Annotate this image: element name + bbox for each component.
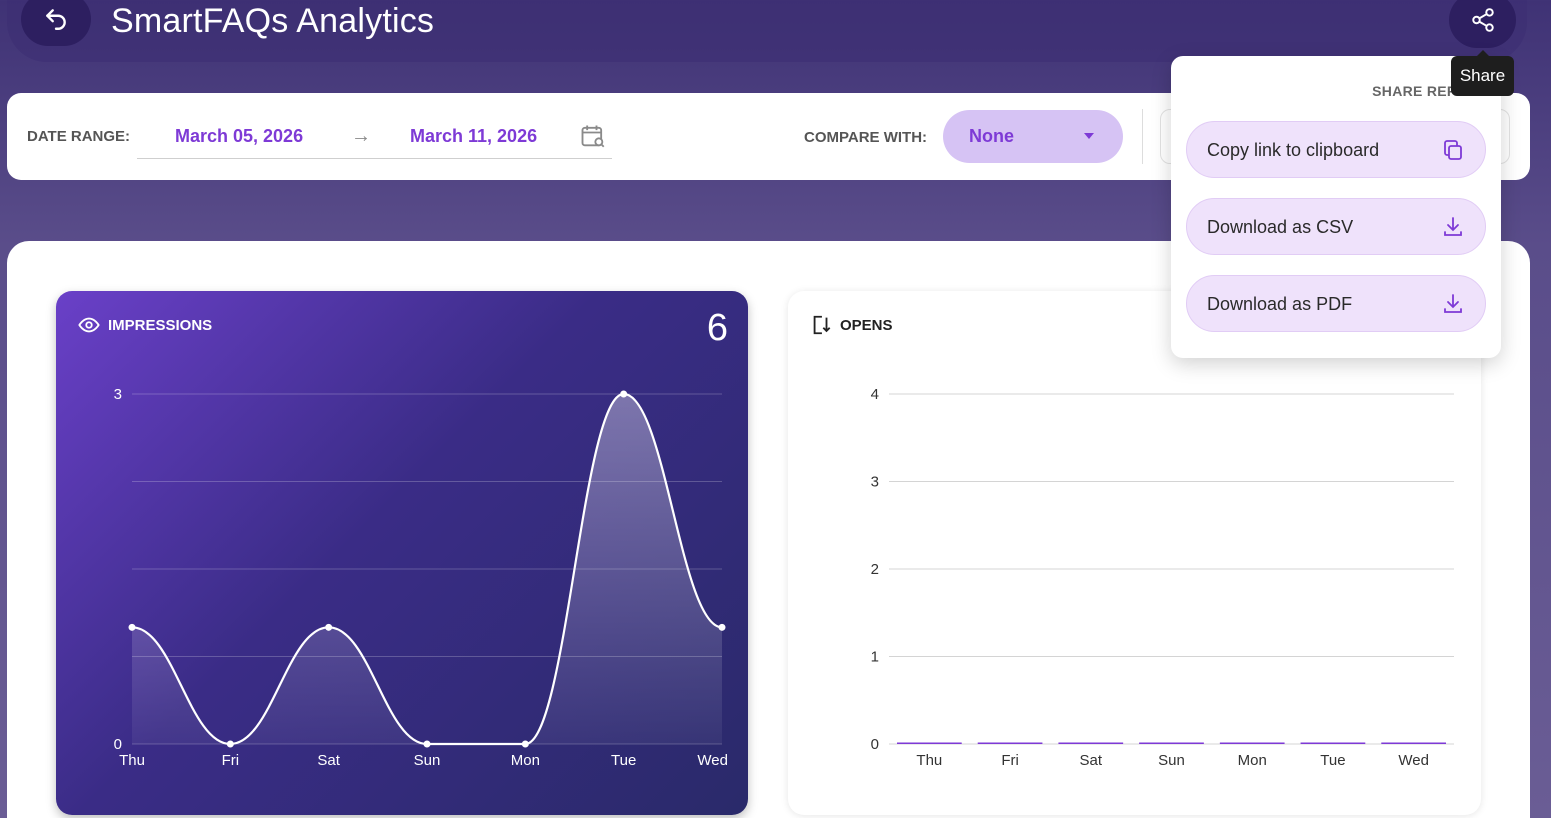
x-tick-label: Mon	[511, 752, 540, 769]
undo-arrow-icon	[46, 9, 66, 30]
download-pdf-label: Download as PDF	[1207, 294, 1353, 314]
compare-with-value: None	[969, 126, 1014, 146]
x-tick-label: Sun	[1158, 752, 1185, 769]
date-range-picker[interactable]: March 05, 2026 → March 11, 2026	[137, 115, 612, 159]
opens-title: OPENS	[840, 316, 893, 334]
data-point	[226, 740, 234, 748]
download-csv-label: Download as CSV	[1207, 217, 1354, 237]
bar	[977, 742, 1043, 744]
x-tick-label: Wed	[697, 752, 728, 769]
impressions-title: IMPRESSIONS	[108, 316, 213, 334]
x-tick-label: Thu	[916, 752, 942, 769]
date-range-label: DATE RANGE:	[27, 128, 131, 145]
compare-with-label: COMPARE WITH:	[804, 129, 928, 146]
start-date[interactable]: March 05, 2026	[175, 126, 304, 146]
download-icon	[1444, 294, 1462, 313]
bar	[1139, 742, 1204, 744]
copy-icon	[1444, 140, 1462, 160]
opens-icon	[813, 315, 831, 335]
bar	[1219, 742, 1285, 744]
y-tick-label: 1	[871, 649, 879, 666]
y-tick-label: 0	[114, 736, 122, 753]
x-tick-label: Tue	[1320, 752, 1345, 769]
download-csv-button[interactable]: Download as CSV	[1186, 198, 1486, 255]
data-point	[128, 623, 136, 631]
impressions-total: 6	[706, 307, 728, 349]
range-arrow-icon: →	[351, 125, 371, 147]
x-tick-label: Tue	[611, 752, 636, 769]
download-icon	[1444, 217, 1462, 236]
data-point	[423, 740, 431, 748]
x-tick-label: Sat	[1080, 752, 1103, 769]
x-tick-label: Sun	[414, 752, 441, 769]
x-tick-label: Thu	[119, 752, 145, 769]
y-tick-label: 2	[871, 561, 879, 578]
calendar-search-icon[interactable]	[579, 122, 607, 150]
x-tick-label: Mon	[1238, 752, 1267, 769]
eye-icon	[78, 317, 100, 333]
share-button[interactable]	[1449, 0, 1516, 48]
data-point	[325, 623, 333, 631]
share-menu: SHARE REPORT Copy link to clipboard Down…	[1171, 56, 1501, 358]
impressions-chart: 0 3 Thu Fri Sat Sun Mon Tue Wed	[114, 386, 728, 769]
data-point	[718, 623, 726, 631]
opens-chart: 0 1 2 3 4 Thu Fri Sat Sun Mon Tue Wed	[871, 386, 1454, 769]
impressions-card: IMPRESSIONS 6 0 3 Thu Fri Sat Sun Mon Tue Wed	[56, 291, 748, 815]
bar	[1300, 742, 1366, 744]
bar	[897, 742, 962, 744]
copy-link-label: Copy link to clipboard	[1207, 140, 1380, 160]
page-title: SmartFAQs Analytics	[111, 2, 435, 40]
x-tick-label: Wed	[1398, 752, 1429, 769]
x-tick-label: Fri	[1001, 752, 1019, 769]
opens-card: OPENS 0 1 2 3 4 Thu Fri Sat Sun Mon Tue Wed	[788, 291, 1481, 815]
y-tick-label: 0	[871, 736, 879, 753]
y-tick-label: 3	[114, 386, 122, 403]
back-button[interactable]	[21, 0, 91, 46]
end-date[interactable]: March 11, 2026	[410, 126, 538, 146]
compare-with-select[interactable]: None	[943, 110, 1123, 163]
x-tick-label: Sat	[317, 752, 340, 769]
data-point	[620, 390, 628, 398]
y-tick-label: 4	[871, 386, 879, 403]
copy-link-button[interactable]: Copy link to clipboard	[1186, 121, 1486, 178]
top-bar	[7, 0, 1527, 62]
share-tooltip: Share	[1451, 50, 1514, 96]
y-tick-label: 3	[871, 474, 879, 491]
bar	[1058, 742, 1124, 744]
data-point	[521, 740, 529, 748]
series-area	[132, 394, 722, 744]
bar	[1381, 742, 1446, 744]
share-icon	[1471, 8, 1494, 32]
divider	[1142, 109, 1143, 164]
caret-down-icon	[1084, 133, 1094, 139]
x-tick-label: Fri	[222, 752, 240, 769]
download-pdf-button[interactable]: Download as PDF	[1186, 275, 1486, 332]
